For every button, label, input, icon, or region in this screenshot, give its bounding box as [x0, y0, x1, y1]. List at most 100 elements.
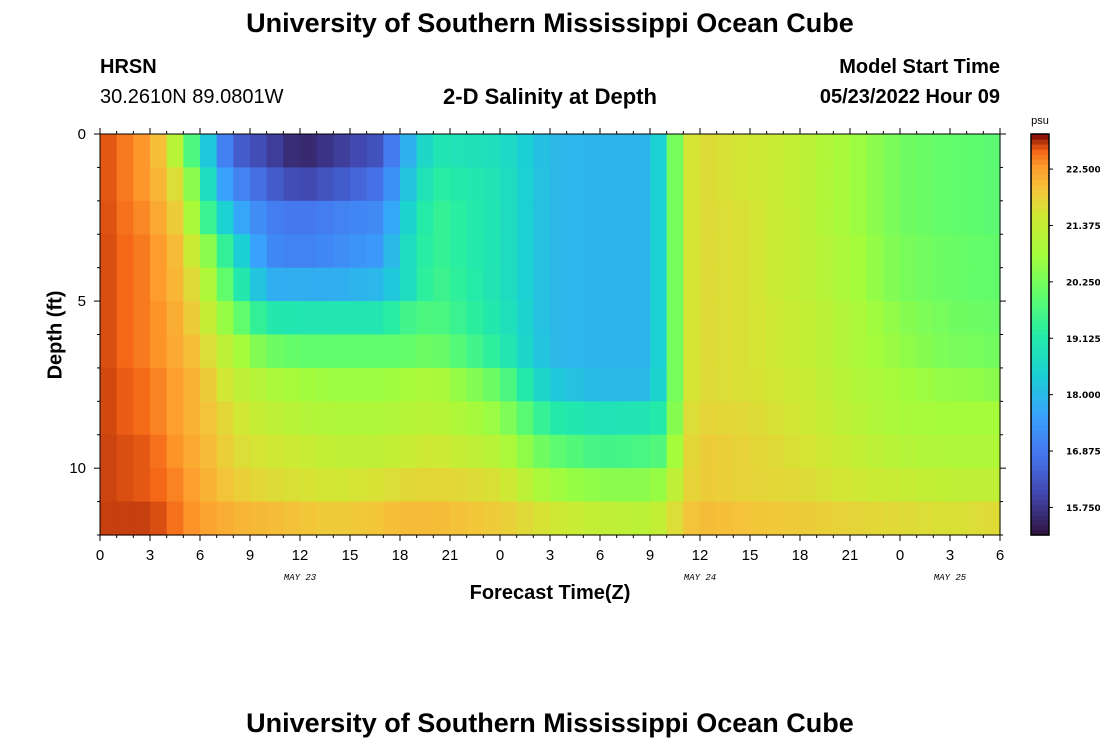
- heatmap-cell: [616, 401, 634, 436]
- heatmap-cell: [266, 200, 284, 235]
- heatmap-cell: [516, 267, 534, 302]
- heatmap-cell: [400, 434, 418, 469]
- heatmap-cell: [650, 501, 668, 536]
- heatmap-cell: [383, 501, 401, 536]
- heatmap-cell: [916, 468, 934, 503]
- heatmap-cell: [983, 234, 1001, 269]
- heatmap-cell: [833, 267, 851, 302]
- heatmap-cell: [666, 301, 684, 336]
- model-start-value: 05/23/2022 Hour 09: [819, 86, 1000, 108]
- heatmap-cell: [133, 434, 151, 469]
- heatmap-cell: [150, 401, 168, 436]
- heatmap-cell: [516, 468, 534, 503]
- heatmap-cell: [716, 267, 734, 302]
- heatmap-cell: [483, 434, 501, 469]
- heatmap-cell: [550, 301, 568, 336]
- heatmap-cell: [883, 267, 901, 302]
- heatmap-cell: [666, 167, 684, 202]
- heatmap-cell: [716, 134, 734, 169]
- heatmap-cell: [766, 267, 784, 302]
- heatmap-cell: [833, 134, 851, 169]
- heatmap-cell: [966, 367, 984, 402]
- heatmap-cell: [883, 167, 901, 202]
- heatmap-cell: [883, 468, 901, 503]
- heatmap-cell: [233, 434, 251, 469]
- heatmap-cell: [300, 434, 318, 469]
- heatmap-cell: [616, 167, 634, 202]
- heatmap-cell: [150, 301, 168, 336]
- station-coords: 30.2610N 89.0801W: [100, 86, 284, 108]
- colorbar-segment: [1031, 244, 1049, 250]
- heatmap-cell: [983, 334, 1001, 369]
- colorbar-segment: [1031, 224, 1049, 230]
- heatmap-cell: [300, 501, 318, 536]
- heatmap-cell: [416, 267, 434, 302]
- heatmap-cell: [133, 267, 151, 302]
- colorbar-segment: [1031, 509, 1049, 516]
- colorbar-segment: [1031, 414, 1049, 421]
- colorbar-segment: [1031, 344, 1049, 351]
- heatmap-cell: [400, 367, 418, 402]
- x-tick-label: 9: [646, 547, 654, 564]
- heatmap-cell: [716, 501, 734, 536]
- x-tick-label: 6: [196, 547, 204, 564]
- heatmap-cell: [133, 301, 151, 336]
- heatmap-cell: [516, 167, 534, 202]
- colorbar-segment: [1031, 499, 1049, 506]
- heatmap-cell: [400, 267, 418, 302]
- heatmap-cell: [766, 401, 784, 436]
- heatmap-cell: [983, 267, 1001, 302]
- heatmap-cell: [716, 434, 734, 469]
- heatmap-cell: [433, 367, 451, 402]
- colorbar-segment: [1031, 259, 1049, 265]
- heatmap-cell: [200, 301, 218, 336]
- heatmap-cell: [350, 401, 368, 436]
- heatmap-cell: [900, 501, 918, 536]
- heatmap-cell: [950, 301, 968, 336]
- heatmap-cell: [400, 401, 418, 436]
- heatmap-cell: [316, 267, 334, 302]
- heatmap-cell: [683, 167, 701, 202]
- heatmap-cell: [283, 468, 301, 503]
- heatmap-cell: [533, 234, 551, 269]
- colorbar-frame: [1030, 133, 1050, 536]
- colorbar-segment: [1031, 174, 1049, 180]
- heatmap-cell: [700, 334, 718, 369]
- x-tick-label: 18: [792, 547, 809, 564]
- heatmap-cell: [233, 301, 251, 336]
- heatmap-cell: [266, 167, 284, 202]
- heatmap-cell: [933, 134, 951, 169]
- heatmap-cell: [500, 234, 518, 269]
- x-tick-label: 21: [842, 547, 859, 564]
- heatmap-cell: [733, 200, 751, 235]
- heatmap-cell: [333, 334, 351, 369]
- heatmap-cell: [700, 367, 718, 402]
- heatmap-cell: [233, 234, 251, 269]
- heatmap-cell: [950, 434, 968, 469]
- heatmap-cell: [733, 234, 751, 269]
- heatmap-cell: [816, 434, 834, 469]
- colorbar-tick-label: 22.500: [1066, 166, 1100, 176]
- heatmap-cell: [783, 167, 801, 202]
- heatmap-cell: [433, 434, 451, 469]
- heatmap-cell: [100, 501, 118, 536]
- heatmap-cell: [883, 301, 901, 336]
- heatmap-cell: [350, 468, 368, 503]
- heatmap-cell: [300, 401, 318, 436]
- heatmap-cell: [383, 167, 401, 202]
- colorbar-segment: [1031, 454, 1049, 461]
- colorbar-tick-label: 21.375: [1066, 222, 1100, 232]
- heatmap-cell: [466, 434, 484, 469]
- heatmap-cell: [300, 200, 318, 235]
- heatmap-cell: [283, 367, 301, 402]
- heatmap-cell: [150, 267, 168, 302]
- heatmap-cell: [583, 468, 601, 503]
- heatmap-cell: [350, 434, 368, 469]
- heatmap-cell: [583, 501, 601, 536]
- heatmap-cell: [500, 367, 518, 402]
- y-tick-label: 5: [78, 293, 86, 310]
- heatmap-cell: [616, 434, 634, 469]
- heatmap-cell: [516, 200, 534, 235]
- colorbar-segment: [1031, 379, 1049, 386]
- colorbar-segment: [1031, 529, 1049, 536]
